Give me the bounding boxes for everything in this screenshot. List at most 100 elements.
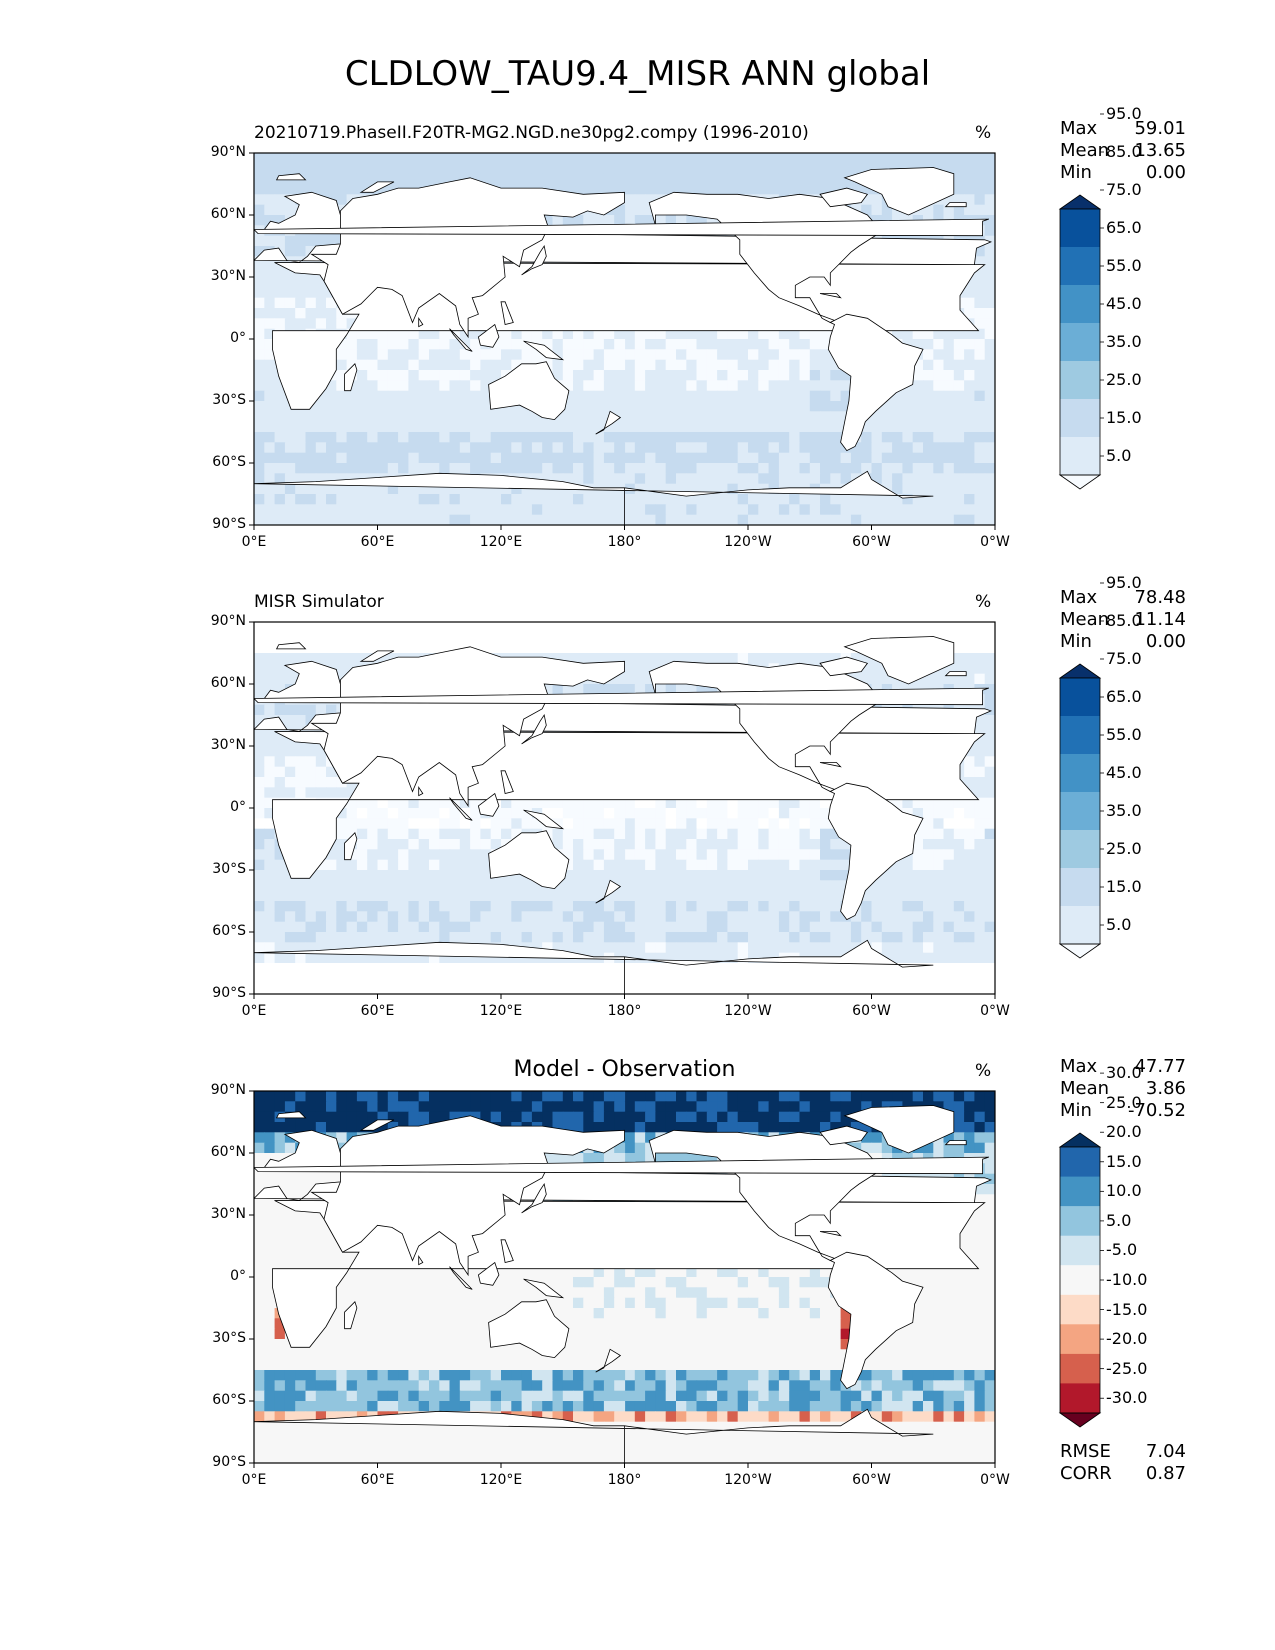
colorbar-label: 15.0: [1106, 408, 1142, 427]
units-label: %: [975, 1061, 992, 1081]
land-baffin-island: [819, 1125, 869, 1146]
land-iceland: [944, 671, 967, 677]
colorbar-label: 55.0: [1106, 256, 1142, 275]
land-new-guinea: [523, 809, 565, 830]
lon-tick-label: 60°W: [852, 1003, 891, 1019]
colorbar-label: 25.0: [1106, 839, 1142, 858]
colorbar-label: 25.0: [1106, 370, 1142, 389]
colorbar-extend-max: [1058, 663, 1102, 679]
lat-tick-label: 0°: [230, 330, 246, 346]
units-label: %: [975, 123, 992, 143]
land-sumatra: [449, 797, 473, 821]
colorbar-label: 5.0: [1106, 915, 1132, 934]
colorbar-segment: [1060, 716, 1100, 755]
figure-title: CLDLOW_TAU9.4_MISR ANN global: [344, 54, 931, 94]
colorbar-segment: [1060, 323, 1100, 362]
stat-label-corr: CORR: [1060, 1463, 1112, 1484]
land-borneo: [477, 1261, 500, 1286]
land-greenland: [843, 636, 955, 685]
lon-tick-label: 60°W: [852, 534, 891, 550]
lon-tick-label: 0°W: [980, 534, 1010, 550]
lat-tick-label: 30°S: [212, 861, 246, 877]
colorbar-segment: [1060, 1324, 1100, 1355]
land-japan: [521, 244, 547, 276]
colorbar-label: 15.0: [1106, 1151, 1142, 1171]
colorbar-label: 95.0: [1106, 104, 1142, 123]
colorbar-segment: [1060, 285, 1100, 324]
lon-tick-label: 60°E: [360, 1472, 395, 1488]
colorbar-label: -15.0: [1106, 1299, 1148, 1319]
lon-tick-label: 120°W: [724, 1472, 772, 1488]
lon-tick-label: 120°W: [724, 1003, 772, 1019]
land-asia: [310, 1115, 625, 1277]
colorbar-label: -20.0: [1106, 1329, 1148, 1349]
land-greenland: [843, 1105, 955, 1154]
land-japan: [521, 1182, 547, 1214]
lon-tick-label: 0°E: [241, 534, 267, 550]
land-madagascar: [344, 363, 358, 392]
land-antarctica: [254, 1408, 934, 1463]
colorbar-label: 95.0: [1106, 573, 1142, 592]
land-sumatra: [449, 1266, 473, 1290]
colorbar-label: 35.0: [1106, 332, 1142, 351]
lon-tick-label: 120°E: [479, 534, 523, 550]
colorbar-segment: [1060, 792, 1100, 831]
stat-value-corr: 0.87: [1145, 1463, 1186, 1484]
lon-tick-label: 60°E: [360, 1003, 395, 1019]
lat-tick-label: 90°N: [210, 613, 246, 629]
ocean-field: [254, 153, 995, 525]
lat-tick-label: 30°N: [210, 1206, 246, 1222]
land-japan: [521, 713, 547, 745]
stat-value-mean: 11.14: [1134, 609, 1186, 630]
colorbar: [1058, 582, 1104, 959]
lat-tick-label: 30°S: [212, 1330, 246, 1346]
stat-label-max: Max: [1060, 118, 1098, 139]
colorbar-label: -10.0: [1106, 1270, 1148, 1289]
colorbar-segment: [1060, 1383, 1100, 1414]
colorbar: [1058, 1072, 1104, 1428]
colorbar-label: 85.0: [1106, 142, 1142, 161]
colorbar-label: 55.0: [1106, 725, 1142, 744]
lat-tick-label: 90°S: [212, 516, 246, 532]
colorbar-segment: [1060, 361, 1100, 400]
lat-tick-label: 60°N: [210, 206, 246, 222]
lat-tick-label: 90°S: [212, 1454, 246, 1470]
stat-value-rmse: 7.04: [1145, 1441, 1186, 1462]
colorbar-label: 45.0: [1106, 294, 1142, 313]
colorbar-label: 65.0: [1106, 687, 1142, 706]
ocean-field: [254, 622, 995, 994]
colorbar-segment: [1060, 830, 1100, 869]
land-new-guinea: [523, 1278, 565, 1299]
colorbar-segment: [1060, 1206, 1100, 1237]
land-cuba: [819, 293, 842, 299]
land-antarctica: [254, 939, 934, 994]
colorbar-label: -5.0: [1106, 1240, 1138, 1260]
lat-tick-label: 30°N: [210, 268, 246, 284]
colorbar-label: 5.0: [1106, 1210, 1132, 1230]
colorbar-extend-max: [1058, 1132, 1102, 1148]
colorbar-segment: [1060, 1265, 1100, 1296]
lat-tick-label: 60°N: [210, 1144, 246, 1160]
land-philippines: [500, 301, 514, 325]
land-sri-lanka: [418, 785, 424, 797]
land-svalbard: [275, 1111, 307, 1119]
land-new-guinea: [523, 340, 565, 361]
colorbar-extend-max: [1058, 194, 1102, 210]
land-iceland: [944, 1140, 967, 1146]
colorbar-label: -30.0: [1106, 1388, 1148, 1408]
colorbar-label: 75.0: [1106, 649, 1142, 668]
colorbar-label: 20.0: [1106, 1122, 1142, 1142]
land-antarctica: [254, 470, 934, 525]
colorbar-label: 65.0: [1106, 218, 1142, 237]
land-south-america: [827, 313, 924, 452]
land-australia: [488, 1299, 570, 1359]
stat-value-min: 0.00: [1145, 162, 1186, 183]
stat-label-mean: Mean: [1060, 609, 1110, 630]
lon-tick-label: 0°W: [980, 1472, 1010, 1488]
stat-label-min: Min: [1060, 162, 1092, 183]
land-greenland: [843, 167, 955, 216]
colorbar-label: 45.0: [1106, 763, 1142, 782]
lon-tick-label: 0°W: [980, 1003, 1010, 1019]
lon-tick-label: 180°: [607, 534, 642, 550]
land-borneo: [477, 323, 500, 348]
